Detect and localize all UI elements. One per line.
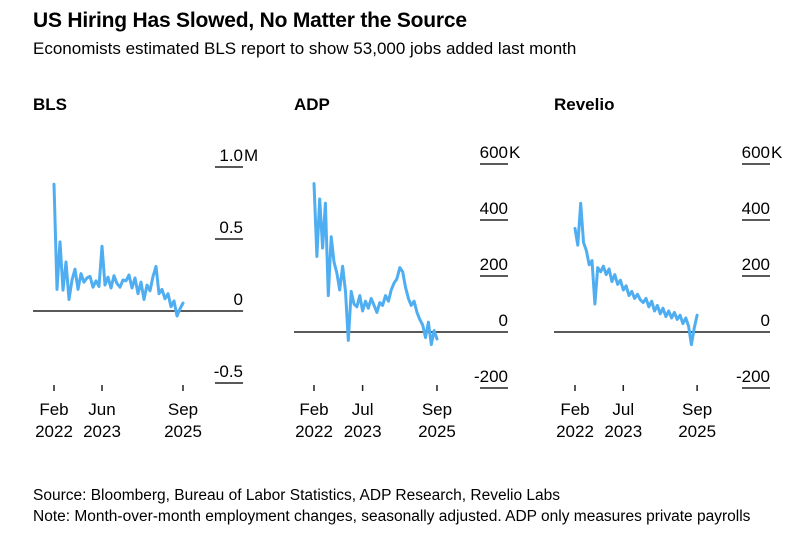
x-tick-label-year: 2025 <box>418 422 456 441</box>
revelio-chart: 600 K 400 200 0 -200 Feb 2022 Jul 2023 Sep 2025 <box>554 143 783 441</box>
x-tick-label-year: 2023 <box>83 422 121 441</box>
x-tick-label-month: Feb <box>560 400 589 419</box>
x-tick-label-year: 2025 <box>164 422 202 441</box>
y-tick-label: -200 <box>474 367 508 386</box>
x-tick-label-month: Jun <box>88 400 115 419</box>
x-tick-label-month: Feb <box>299 400 328 419</box>
panel-title-adp: ADP <box>294 95 330 114</box>
x-tick-label-year: 2023 <box>604 422 642 441</box>
x-tick-label-year: 2022 <box>295 422 333 441</box>
bls-chart: 1.0 M 0.5 0 -0.5 Feb 2022 Jun 2023 Sep 2025 <box>33 146 258 441</box>
x-tick-label-month: Sep <box>168 400 198 419</box>
page-subtitle: Economists estimated BLS report to show … <box>33 39 577 58</box>
y-tick-label: 0 <box>499 311 508 330</box>
x-tick-label-year: 2025 <box>678 422 716 441</box>
data-line-series <box>573 201 699 347</box>
data-line-series <box>52 182 185 318</box>
page-title: US Hiring Has Slowed, No Matter the Sour… <box>33 9 467 32</box>
y-axis-unit-label: M <box>244 146 258 165</box>
y-tick-label: 200 <box>480 255 508 274</box>
x-tick-label-year: 2022 <box>556 422 594 441</box>
source-line: Source: Bloomberg, Bureau of Labor Stati… <box>33 487 560 504</box>
y-tick-label: 400 <box>742 199 770 218</box>
y-tick-label: 0 <box>761 311 770 330</box>
y-axis-unit-label: K <box>771 143 783 162</box>
panel-title-revelio: Revelio <box>554 95 615 114</box>
y-axis-unit-label: K <box>509 143 521 162</box>
panel-title-bls: BLS <box>33 95 67 114</box>
x-tick-label-year: 2022 <box>35 422 73 441</box>
y-tick-label: 200 <box>742 255 770 274</box>
adp-chart: 600 K 400 200 0 -200 Feb 2022 Jul 2023 Sep 2025 <box>294 143 521 441</box>
y-tick-label: 600 <box>480 143 508 162</box>
y-tick-label: 400 <box>480 199 508 218</box>
data-line-series <box>312 182 439 347</box>
y-tick-label: -0.5 <box>214 362 243 381</box>
x-tick-label-month: Jul <box>352 400 374 419</box>
y-tick-label: -200 <box>736 367 770 386</box>
note-line: Note: Month-over-month employment change… <box>33 508 751 525</box>
x-tick-label-month: Feb <box>39 400 68 419</box>
footer: Source: Bloomberg, Bureau of Labor Stati… <box>33 485 750 527</box>
y-tick-label: 0.5 <box>219 218 243 237</box>
x-tick-label-month: Jul <box>612 400 634 419</box>
y-tick-label: 1.0 <box>219 146 243 165</box>
x-tick-label-year: 2023 <box>344 422 382 441</box>
x-tick-label-month: Sep <box>682 400 712 419</box>
y-tick-label: 600 <box>742 143 770 162</box>
x-tick-label-month: Sep <box>422 400 452 419</box>
y-tick-label: 0 <box>234 290 243 309</box>
